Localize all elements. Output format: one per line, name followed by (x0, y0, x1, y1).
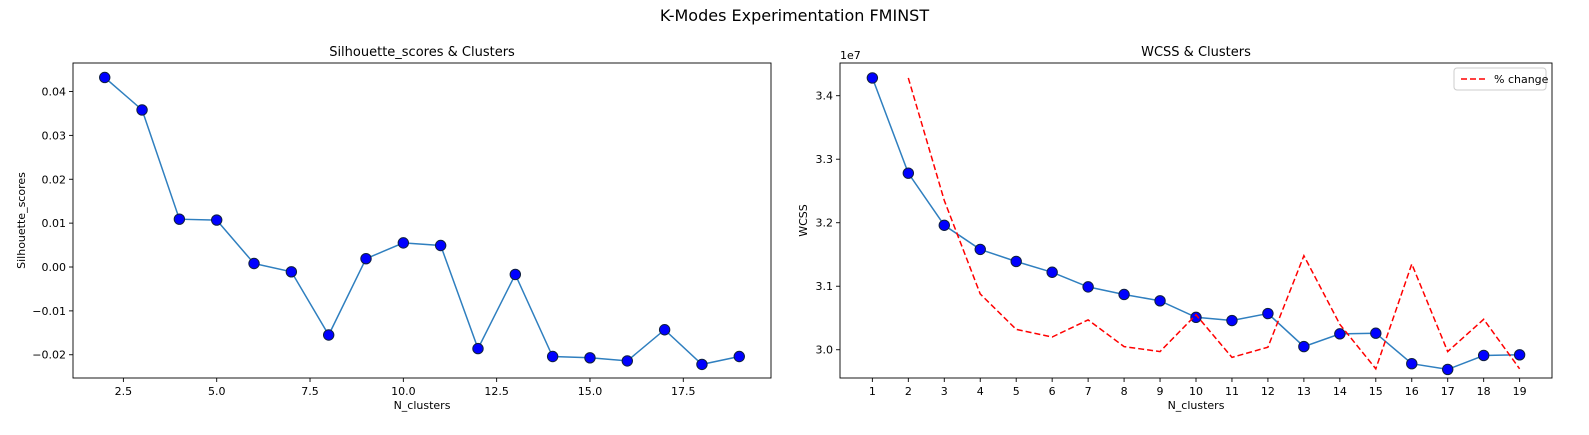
silhouette-x-axis-label: N_clusters (394, 399, 451, 412)
silhouette-data-point (211, 214, 223, 226)
silhouette-data-point (658, 324, 671, 336)
silhouette-data-point (733, 350, 745, 363)
silhouette-x-tick-label: 7.5 (301, 385, 319, 398)
silhouette-x-tick-label: 17.5 (671, 385, 696, 398)
silhouette-x-tick-label: 2.5 (115, 385, 133, 398)
silhouette-y-tick-label: 0.02 (42, 173, 67, 186)
wcss-data-point (1370, 327, 1382, 339)
wcss-y-tick-label: 3.3 (816, 153, 834, 166)
wcss-data-point (1334, 328, 1346, 340)
wcss-x-axis-label: N_clusters (1168, 399, 1225, 412)
silhouette-data-point (285, 266, 298, 278)
silhouette-y-tick-label: 0.04 (42, 86, 67, 99)
silhouette-axes-frame (72, 62, 772, 379)
silhouette-data-point (434, 239, 447, 252)
wcss-data-point (1442, 363, 1454, 376)
silhouette-y-tick-label: −0.01 (32, 305, 66, 318)
wcss-y-offset-label: 1e7 (840, 49, 861, 62)
wcss-x-tick-label: 16 (1405, 385, 1419, 398)
wcss-y-tick-label: 3.4 (816, 90, 834, 103)
silhouette-data-point (621, 355, 633, 367)
wcss-x-tick-label: 12 (1261, 385, 1275, 398)
silhouette-x-tick-label: 12.5 (484, 385, 509, 398)
wcss-data-point (1082, 281, 1094, 293)
silhouette-chart-title: Silhouette_scores & Clusters (329, 45, 515, 60)
wcss-series-pct-change-line (907, 77, 1521, 371)
silhouette-data-point (584, 352, 596, 364)
wcss-legend-label: % change (1494, 73, 1549, 86)
silhouette-series-line (104, 76, 740, 366)
silhouette-y-axis-label: Silhouette_scores (15, 172, 28, 269)
wcss-data-point (1262, 307, 1274, 320)
wcss-x-tick-label: 13 (1297, 385, 1311, 398)
silhouette-y-tick-label: 0.03 (42, 129, 67, 142)
wcss-data-point (866, 72, 879, 84)
wcss-data-point (1010, 255, 1022, 268)
silhouette-data-point (248, 257, 260, 270)
wcss-axes-frame (839, 62, 1553, 379)
wcss-x-tick-label: 8 (1121, 385, 1128, 398)
silhouette-x-tick-label: 10.0 (391, 385, 416, 398)
wcss-data-point (902, 167, 915, 179)
wcss-data-point (1190, 311, 1202, 324)
wcss-x-tick-label: 11 (1225, 385, 1239, 398)
wcss-data-point (974, 243, 986, 256)
wcss-x-tick-label: 5 (1013, 385, 1020, 398)
wcss-y-tick-label: 3.1 (816, 280, 834, 293)
wcss-data-point (1298, 340, 1310, 353)
wcss-y-tick-label: 3.0 (816, 344, 834, 357)
silhouette-data-point (546, 350, 559, 363)
silhouette-data-point (509, 268, 522, 281)
silhouette-y-tick-label: 0.01 (42, 217, 67, 230)
wcss-x-tick-label: 6 (1049, 385, 1056, 398)
wcss-data-point (1118, 288, 1130, 301)
wcss-x-tick-label: 4 (977, 385, 984, 398)
silhouette-data-point (99, 71, 111, 84)
wcss-x-tick-label: 10 (1189, 385, 1203, 398)
wcss-data-point (938, 219, 950, 231)
wcss-y-tick-label: 3.2 (816, 217, 834, 230)
silhouette-data-point (136, 104, 148, 116)
silhouette-data-point (173, 213, 186, 225)
silhouette-data-point (360, 252, 372, 265)
silhouette-y-tick-label: −0.02 (32, 349, 66, 362)
wcss-y-axis-label: WCSS (797, 204, 810, 237)
wcss-x-tick-label: 19 (1513, 385, 1527, 398)
wcss-data-point (1226, 314, 1238, 327)
silhouette-data-point (696, 358, 708, 371)
wcss-data-point (1477, 349, 1490, 362)
wcss-data-point (1513, 349, 1526, 361)
wcss-x-tick-label: 7 (1085, 385, 1092, 398)
wcss-x-tick-label: 2 (905, 385, 912, 398)
wcss-x-tick-label: 1 (869, 385, 876, 398)
silhouette-data-point (472, 342, 484, 355)
silhouette-x-tick-label: 15.0 (578, 385, 603, 398)
figure-title: K-Modes Experimentation FMINST (659, 6, 930, 25)
wcss-x-tick-label: 9 (1157, 385, 1164, 398)
wcss-x-tick-label: 14 (1333, 385, 1347, 398)
silhouette-x-tick-label: 5.0 (208, 385, 226, 398)
wcss-data-point (1046, 266, 1058, 278)
wcss-data-point (1154, 295, 1166, 307)
wcss-x-tick-label: 15 (1369, 385, 1383, 398)
wcss-legend-box (1453, 67, 1547, 91)
silhouette-y-tick-label: 0.00 (42, 261, 67, 274)
wcss-x-tick-label: 17 (1441, 385, 1455, 398)
wcss-x-tick-label: 3 (941, 385, 948, 398)
wcss-data-point (1406, 358, 1418, 370)
silhouette-data-point (397, 237, 410, 249)
wcss-series-line (871, 77, 1520, 371)
wcss-x-tick-label: 18 (1477, 385, 1491, 398)
wcss-chart-title: WCSS & Clusters (1141, 45, 1251, 60)
silhouette-data-point (322, 329, 335, 341)
